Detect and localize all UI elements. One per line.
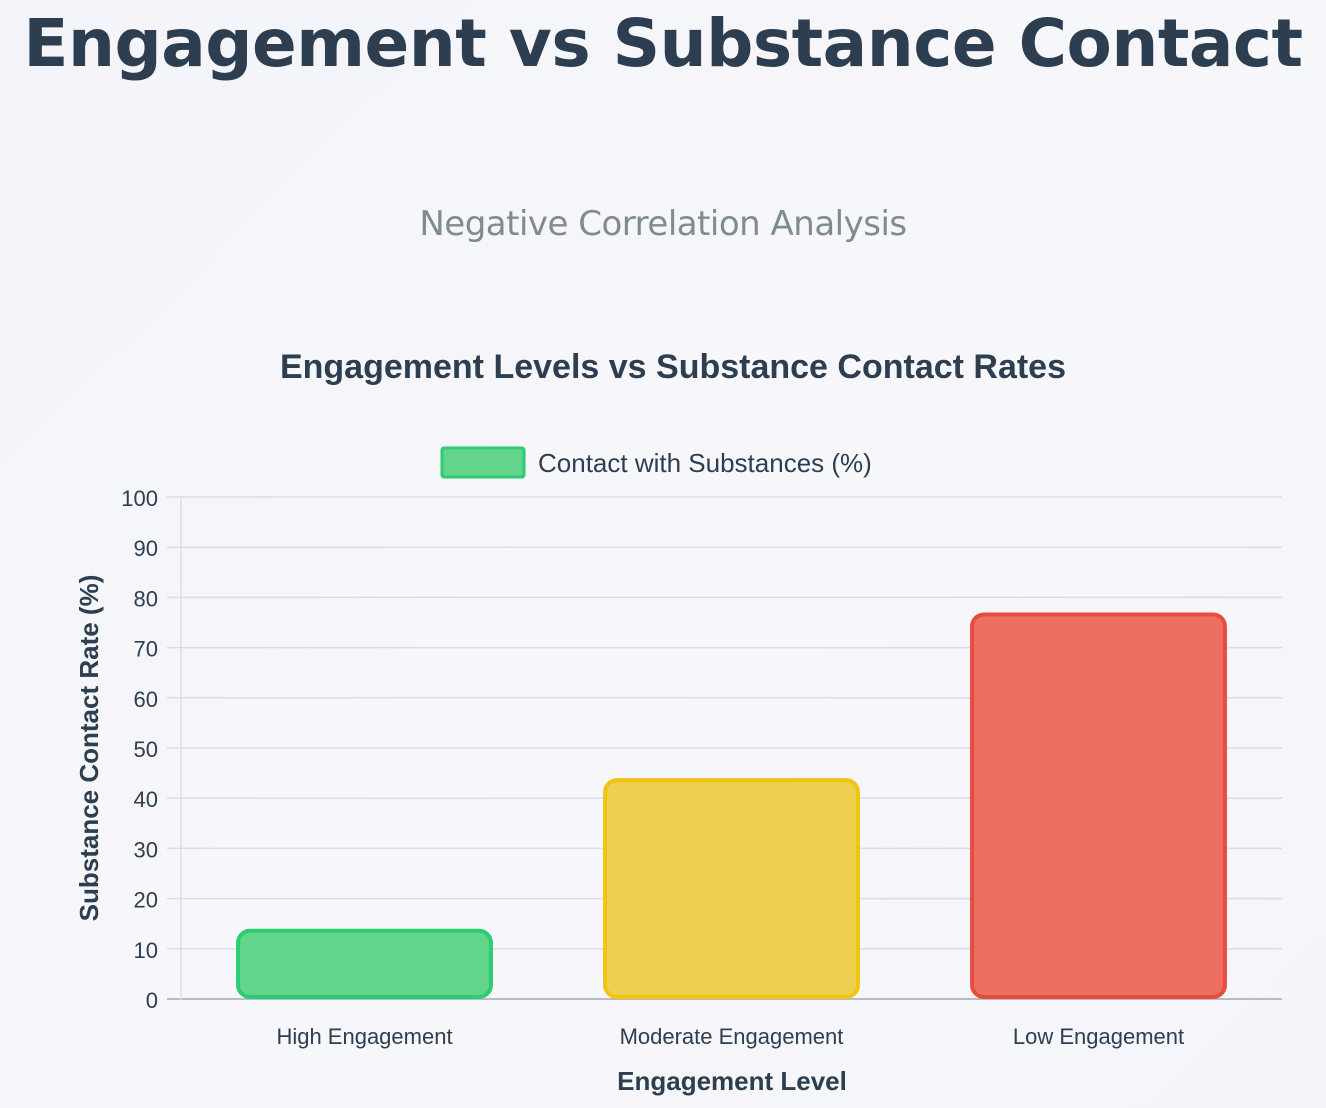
y-axis-ticks: 0 10 20 30 40 50 60 70 80 90 100 (121, 486, 158, 1013)
y-axis-label: Substance Contact Rate (%) (74, 575, 104, 922)
x-axis-ticks: High Engagement Moderate Engagement Low En… (276, 1024, 1184, 1049)
bar[interactable] (970, 612, 1227, 1000)
page-title: Engagement vs Substance Contact (23, 5, 1303, 82)
x-tick-label: Low Engagement (1013, 1024, 1184, 1049)
bars (236, 612, 1227, 1000)
x-axis-label: Engagement Level (617, 1066, 847, 1096)
y-tick-label: 0 (146, 988, 158, 1013)
legend-label: Contact with Substances (%) (538, 448, 872, 478)
x-tick-label: Moderate Engagement (620, 1024, 844, 1049)
y-tick-label: 30 (134, 837, 158, 862)
legend-swatch (440, 446, 526, 479)
page-subtitle: Negative Correlation Analysis (419, 204, 907, 244)
y-tick-label: 10 (134, 938, 158, 963)
x-tick-label: High Engagement (276, 1024, 452, 1049)
chart-title: Engagement Levels vs Substance Contact R… (280, 348, 1066, 386)
bar[interactable] (236, 928, 493, 999)
y-tick-label: 100 (121, 486, 158, 511)
y-tick-label: 20 (134, 888, 158, 913)
bar[interactable] (603, 778, 860, 999)
y-tick-label: 90 (134, 536, 158, 561)
y-tick-label: 70 (134, 637, 158, 662)
y-tick-label: 60 (134, 687, 158, 712)
legend[interactable]: Contact with Substances (%) (440, 446, 872, 479)
y-tick-label: 50 (134, 737, 158, 762)
y-tick-label: 80 (134, 586, 158, 611)
y-tick-label: 40 (134, 787, 158, 812)
